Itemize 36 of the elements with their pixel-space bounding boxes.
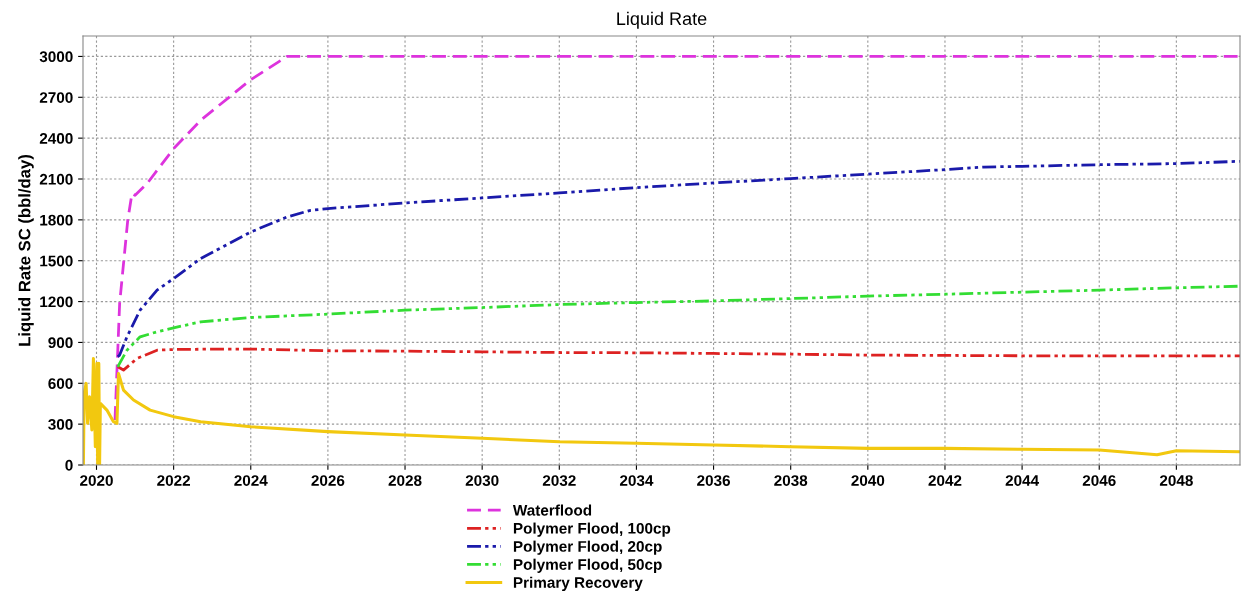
y-tick-label: 0 [65, 459, 73, 471]
x-tick-label: 2026 [311, 475, 345, 486]
legend-label: Polymer Flood, 100cp [513, 522, 671, 537]
legend-label: Polymer Flood, 20cp [513, 540, 662, 555]
x-tick-label: 2046 [1082, 475, 1116, 486]
x-tick-label: 2040 [851, 475, 885, 486]
x-tick-label: 2038 [774, 475, 808, 486]
y-tick-label: 600 [48, 378, 73, 389]
legend-label: Primary Recovery [513, 576, 643, 591]
x-tick-label: 2044 [1005, 475, 1040, 486]
x-tick-label: 2042 [928, 475, 962, 486]
x-tick-label: 2028 [388, 475, 422, 486]
x-tick-label: 2036 [697, 475, 731, 486]
x-tick-label: 2022 [157, 475, 191, 486]
legend-label: Waterflood [512, 504, 592, 516]
y-axis-title: Liquid Rate SC (bbl/day) [18, 155, 34, 346]
y-tick-label: 3000 [39, 51, 73, 63]
line-series [113, 55, 1240, 422]
y-tick-label: 2400 [39, 133, 73, 144]
line-series [116, 347, 1240, 372]
x-tick-label: 2048 [1159, 475, 1193, 486]
x-tick-label: 2032 [542, 475, 576, 486]
y-tick-label: 2100 [39, 173, 73, 185]
y-tick-label: 1500 [40, 255, 73, 267]
line-series [116, 284, 1240, 369]
y-tick-label: 1200 [40, 296, 73, 308]
chart-title: Liquid Rate [617, 11, 707, 29]
x-tick-label: 2034 [619, 475, 654, 486]
y-tick-label: 300 [48, 419, 73, 430]
y-tick-label: 2700 [39, 92, 73, 103]
x-tick-label: 2030 [465, 475, 499, 486]
x-tick-label: 2024 [234, 475, 268, 486]
y-tick-label: 1800 [40, 214, 73, 226]
x-tick-label: 2020 [80, 475, 113, 486]
y-tick-label: 900 [48, 337, 73, 349]
legend-label: Polymer Flood, 50cp [513, 558, 662, 573]
